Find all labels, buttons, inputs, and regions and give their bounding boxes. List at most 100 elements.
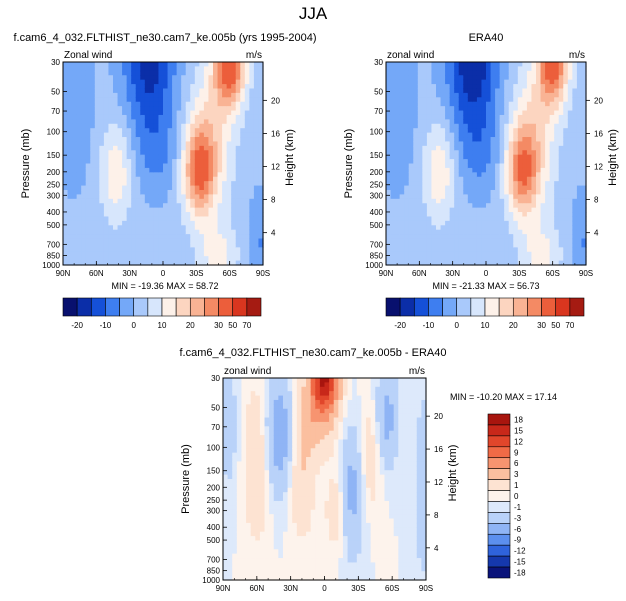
field-cell — [63, 185, 69, 191]
field-cell — [522, 216, 528, 222]
field-cell — [185, 198, 191, 204]
field-cell — [269, 496, 275, 502]
field-cell — [408, 185, 414, 191]
field-cell — [508, 75, 514, 81]
field-cell — [422, 251, 428, 257]
field-cell — [135, 88, 141, 94]
field-cell — [131, 79, 137, 85]
field-cell — [292, 558, 298, 564]
field-cell — [440, 234, 446, 240]
field-cell — [540, 189, 546, 195]
field-cell — [273, 549, 279, 555]
field-cell — [172, 229, 178, 235]
field-cell — [282, 382, 289, 388]
field-cell — [126, 203, 132, 209]
field-cell — [63, 198, 69, 204]
field-cell — [567, 97, 573, 103]
y-tick-label: 400 — [47, 208, 61, 217]
field-cell — [490, 128, 496, 134]
field-cell — [264, 439, 270, 445]
field-cell — [449, 97, 455, 103]
field-cell — [153, 150, 160, 156]
field-cell — [490, 167, 496, 173]
field-cell — [576, 185, 583, 191]
field-cell — [85, 242, 91, 248]
field-cell — [540, 172, 546, 178]
field-cell — [135, 128, 141, 134]
field-cell — [481, 216, 487, 222]
field-cell — [531, 247, 537, 253]
field-cell — [259, 404, 266, 410]
field-cell — [236, 448, 243, 454]
field-cell — [213, 123, 219, 129]
field-cell — [90, 220, 96, 226]
field-cell — [296, 479, 303, 484]
field-cell — [63, 97, 69, 103]
field-cell — [240, 79, 246, 85]
field-cell — [282, 470, 289, 476]
field-cell — [99, 132, 105, 138]
field-cell — [517, 154, 523, 160]
field-cell — [227, 544, 233, 550]
field-cell — [504, 256, 510, 262]
field-cell — [153, 242, 160, 248]
field-cell — [558, 159, 564, 165]
field-cell — [581, 84, 587, 90]
field-cell — [208, 97, 214, 103]
field-cell — [536, 242, 542, 248]
field-cell — [208, 84, 214, 90]
field-cell — [278, 465, 284, 471]
field-cell — [176, 181, 182, 187]
field-cell — [422, 75, 428, 81]
field-cell — [540, 203, 546, 209]
field-cell — [235, 189, 241, 195]
field-cell — [269, 522, 275, 528]
field-cell — [217, 251, 223, 257]
field-cell — [558, 79, 564, 85]
field-cell — [467, 167, 473, 173]
field-cell — [76, 181, 82, 187]
field-cell — [563, 181, 569, 187]
field-cell — [390, 75, 396, 81]
field-cell — [99, 203, 105, 209]
field-cell — [458, 247, 464, 253]
field-cell — [99, 97, 105, 103]
field-cell — [131, 207, 137, 213]
field-cell — [172, 88, 178, 94]
field-cell — [486, 242, 492, 248]
field-cell — [545, 150, 551, 156]
field-cell — [558, 62, 564, 68]
field-cell — [81, 106, 87, 112]
field-cell — [185, 159, 191, 165]
contour-field — [223, 378, 427, 581]
field-cell — [467, 128, 473, 134]
field-cell — [81, 212, 87, 218]
field-cell — [227, 571, 233, 577]
field-cell — [463, 114, 469, 120]
field-cell — [454, 225, 460, 231]
field-cell — [241, 474, 247, 480]
field-cell — [176, 88, 182, 94]
field-cell — [250, 395, 256, 401]
field-cell — [144, 114, 150, 120]
field-cell — [131, 194, 137, 200]
field-cell — [99, 256, 105, 262]
field-cell — [208, 212, 214, 218]
field-cell — [108, 181, 114, 187]
field-cell — [149, 70, 155, 76]
field-cell — [253, 163, 260, 169]
field-cell — [255, 443, 261, 449]
field-cell — [158, 123, 164, 129]
field-cell — [404, 84, 410, 90]
field-cell — [431, 154, 437, 160]
field-cell — [545, 247, 551, 253]
field-cell — [135, 62, 141, 68]
field-cell — [576, 62, 583, 68]
field-cell — [472, 176, 478, 182]
field-cell — [436, 128, 442, 134]
field-cell — [199, 79, 205, 85]
field-cell — [236, 395, 243, 401]
field-cell — [246, 417, 252, 423]
field-cell — [513, 234, 519, 240]
field-cell — [149, 207, 155, 213]
